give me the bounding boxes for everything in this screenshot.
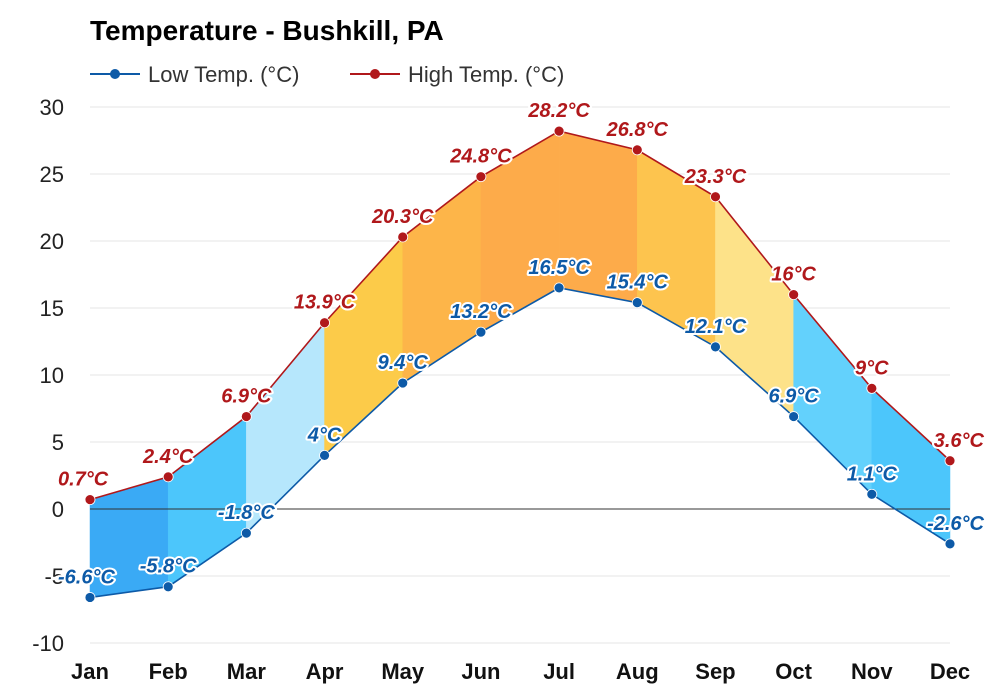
- low-temp-point: [553, 282, 565, 294]
- high-temp-point: [631, 144, 643, 156]
- x-tick-label: Apr: [306, 659, 344, 684]
- x-tick-label: Jun: [461, 659, 500, 684]
- x-tick-label: Jul: [543, 659, 575, 684]
- chart-title: Temperature - Bushkill, PA: [90, 15, 444, 46]
- high-temp-label: 20.3°C: [371, 206, 434, 228]
- y-tick-label: 5: [52, 430, 64, 455]
- y-tick-label: 20: [40, 229, 64, 254]
- low-temp-point: [944, 538, 956, 550]
- y-axis-ticks: 30 25 20 15 10 5 0 -5 -10: [32, 95, 64, 656]
- low-temp-label: 9.4°C: [378, 352, 429, 374]
- high-temp-label: 0.7°C: [58, 469, 109, 491]
- temperature-band: [324, 236, 403, 456]
- low-temp-label: 13.2°C: [450, 301, 512, 323]
- legend-item-low[interactable]: Low Temp. (°C): [90, 62, 299, 87]
- high-temp-point: [84, 494, 96, 506]
- x-tick-label: Feb: [149, 659, 188, 684]
- x-tick-label: Nov: [851, 659, 893, 684]
- high-temp-label: 2.4°C: [142, 446, 194, 468]
- low-temp-label: -1.8°C: [218, 502, 275, 524]
- y-tick-label: -5: [44, 564, 64, 589]
- low-temp-label: 12.1°C: [685, 316, 747, 338]
- data-labels: -6.6°C -5.8°C -1.8°C 4°C 9.4°C 13.2°C 16.5°C 15…: [56, 98, 987, 590]
- low-temp-label: 6.9°C: [769, 386, 820, 408]
- x-tick-label: Oct: [775, 659, 812, 684]
- low-temp-point: [866, 488, 878, 500]
- low-temp-point: [240, 527, 252, 539]
- high-temp-line: [89, 130, 951, 501]
- legend-high-marker: [370, 69, 380, 79]
- high-temp-point: [475, 171, 487, 183]
- legend: Low Temp. (°C) High Temp. (°C): [90, 62, 564, 87]
- low-temp-point: [319, 449, 330, 461]
- low-temp-point: [631, 297, 643, 309]
- low-temp-label: -2.6°C: [927, 513, 984, 535]
- x-tick-label: Sep: [695, 659, 735, 684]
- x-tick-label: Mar: [227, 659, 267, 684]
- low-temp-label: -6.6°C: [58, 566, 115, 588]
- y-tick-label: 10: [40, 363, 64, 388]
- low-temp-label: -5.8°C: [140, 556, 197, 578]
- low-temp-point: [788, 411, 800, 422]
- high-temp-point: [162, 471, 174, 483]
- y-tick-label: 15: [40, 296, 64, 321]
- high-temp-point: [240, 411, 252, 422]
- y-tick-label: 25: [40, 162, 64, 187]
- high-temp-label: 9°C: [855, 357, 889, 379]
- series-markers: [84, 125, 956, 603]
- temperature-band: [715, 196, 794, 418]
- low-temp-label: 16.5°C: [528, 257, 590, 279]
- x-tick-label: Dec: [930, 659, 970, 684]
- low-temp-label: 1.1°C: [847, 463, 898, 485]
- low-temp-point: [84, 592, 96, 603]
- low-temp-point: [397, 377, 409, 389]
- temperature-bands: [89, 130, 951, 598]
- x-tick-label: Jan: [71, 659, 109, 684]
- low-temp-point: [710, 341, 721, 353]
- high-temp-label: 6.9°C: [221, 386, 272, 408]
- high-temp-point: [866, 382, 878, 394]
- high-temp-label: 26.8°C: [606, 119, 669, 141]
- high-temp-point: [553, 125, 565, 137]
- high-temp-label: 28.2°C: [527, 100, 590, 122]
- x-tick-label: Aug: [616, 659, 659, 684]
- y-tick-label: 0: [52, 497, 64, 522]
- low-temp-label: 4°C: [307, 424, 342, 446]
- high-temp-label: 23.3°C: [684, 166, 747, 188]
- low-temp-label: 15.4°C: [607, 272, 669, 294]
- legend-low-label: Low Temp. (°C): [148, 62, 299, 87]
- legend-item-high[interactable]: High Temp. (°C): [350, 62, 564, 87]
- y-tick-label: 30: [40, 95, 64, 120]
- high-temp-point: [944, 455, 956, 467]
- low-temp-line: [89, 287, 951, 599]
- legend-low-marker: [110, 69, 120, 79]
- x-tick-label: May: [381, 659, 425, 684]
- high-temp-label: 13.9°C: [294, 292, 356, 314]
- high-temp-point: [319, 317, 330, 329]
- low-temp-point: [162, 581, 174, 593]
- x-axis-ticks: Jan Feb Mar Apr May Jun Jul Aug Sep Oct Nov Dec: [71, 659, 970, 684]
- high-temp-label: 16°C: [771, 264, 816, 286]
- high-temp-point: [710, 191, 721, 203]
- low-temp-point: [475, 326, 487, 338]
- high-temp-point: [397, 231, 409, 243]
- legend-high-label: High Temp. (°C): [408, 62, 564, 87]
- series-lines: [89, 130, 951, 599]
- high-temp-label: 3.6°C: [934, 430, 985, 452]
- y-tick-label: -10: [32, 631, 64, 656]
- high-temp-label: 24.8°C: [449, 146, 512, 168]
- high-temp-point: [788, 289, 800, 301]
